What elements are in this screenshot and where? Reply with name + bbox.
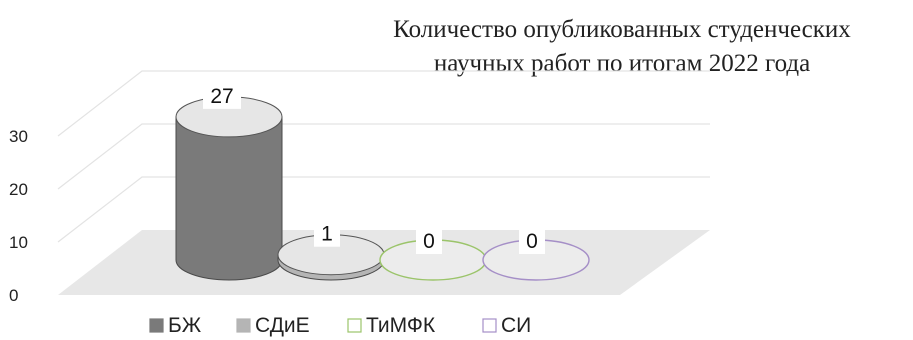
gridline bbox=[57, 176, 710, 243]
data-labels: 27 1 0 0 bbox=[203, 82, 545, 254]
chart-title-line-1: Количество опубликованных студенческих bbox=[393, 16, 851, 43]
legend: БЖ СДиЕ ТиМФК СИ bbox=[149, 314, 531, 337]
data-label-box bbox=[314, 220, 340, 247]
data-label-box bbox=[203, 82, 241, 109]
data-label-box bbox=[416, 228, 442, 254]
y-tick-label: 0 bbox=[9, 286, 18, 305]
data-label: 1 bbox=[321, 223, 333, 246]
gridline bbox=[57, 123, 710, 190]
legend-label: СИ bbox=[501, 314, 531, 337]
data-label-box bbox=[519, 228, 545, 254]
legend-label: СДиЕ bbox=[255, 314, 310, 337]
data-label: 0 bbox=[526, 230, 538, 253]
y-axis: 0 10 20 30 bbox=[9, 127, 28, 305]
gridline bbox=[57, 70, 710, 137]
legend-swatch bbox=[347, 318, 362, 333]
legend-swatch bbox=[482, 318, 497, 333]
chart-title: Количество опубликованных студенческих н… bbox=[393, 16, 851, 77]
legend-label: БЖ bbox=[168, 314, 202, 337]
data-label: 0 bbox=[423, 230, 435, 253]
legend-label: ТиМФК bbox=[366, 314, 436, 337]
bars bbox=[175, 96, 590, 281]
legend-swatch bbox=[236, 318, 251, 333]
legend-swatch bbox=[149, 318, 164, 333]
bar-cylinder-body bbox=[175, 116, 283, 281]
chart-title-line-2: научных работ по итогам 2022 года bbox=[434, 50, 810, 77]
y-tick-label: 10 bbox=[9, 233, 28, 252]
y-tick-label: 30 bbox=[9, 127, 28, 146]
chart-walls bbox=[57, 70, 710, 243]
data-label: 27 bbox=[210, 85, 233, 108]
y-tick-label: 20 bbox=[9, 180, 28, 199]
